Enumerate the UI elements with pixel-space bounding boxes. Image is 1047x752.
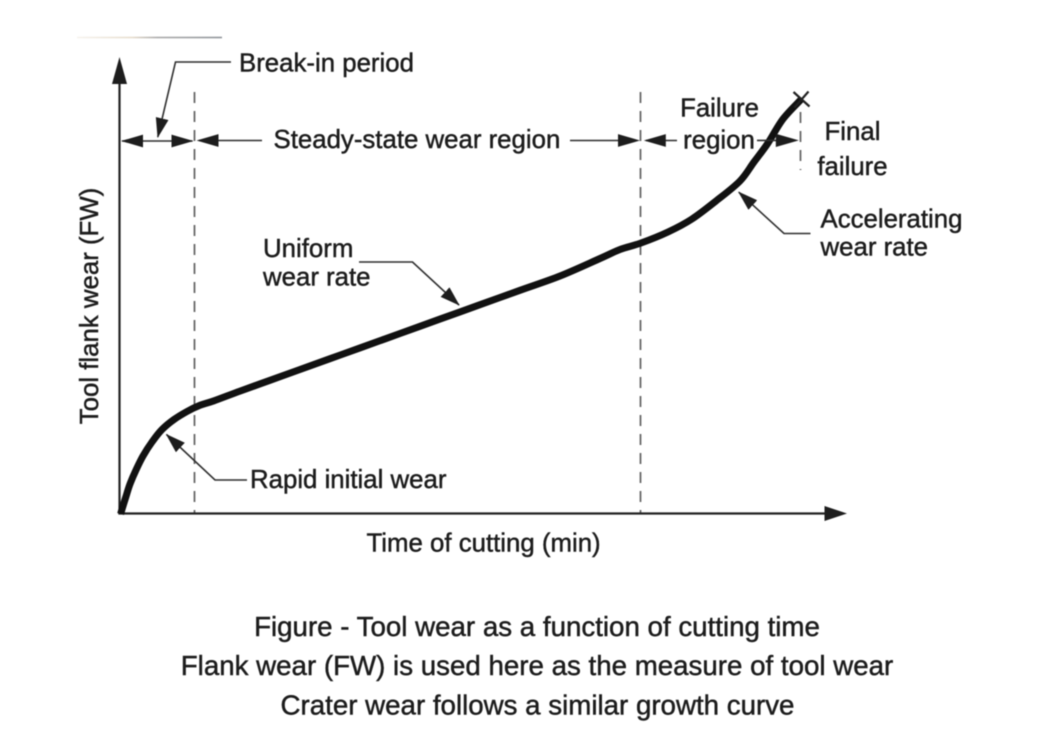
svg-text:region: region: [683, 126, 755, 154]
svg-text:Accelerating: Accelerating: [821, 206, 963, 234]
svg-text:Flank wear (FW) is used here a: Flank wear (FW) is used here as the meas…: [181, 650, 893, 681]
svg-text:Steady-state wear region: Steady-state wear region: [274, 126, 561, 154]
svg-text:Tool flank wear (FW): Tool flank wear (FW): [76, 188, 104, 425]
svg-text:failure: failure: [817, 153, 887, 181]
svg-text:wear rate: wear rate: [820, 234, 929, 262]
svg-text:wear rate: wear rate: [262, 263, 371, 291]
svg-text:Rapid initial wear: Rapid initial wear: [250, 466, 447, 494]
svg-text:Time of cutting (min): Time of cutting (min): [367, 530, 601, 558]
svg-text:Crater wear follows a similar: Crater wear follows a similar growth cur…: [281, 690, 795, 721]
svg-text:Final: Final: [825, 118, 881, 146]
svg-text:Break-in period: Break-in period: [239, 50, 414, 78]
svg-text:Uniform: Uniform: [263, 235, 353, 263]
svg-text:Figure - Tool wear as a functi: Figure - Tool wear as a function of cutt…: [254, 611, 820, 642]
svg-text:Failure: Failure: [680, 94, 759, 122]
